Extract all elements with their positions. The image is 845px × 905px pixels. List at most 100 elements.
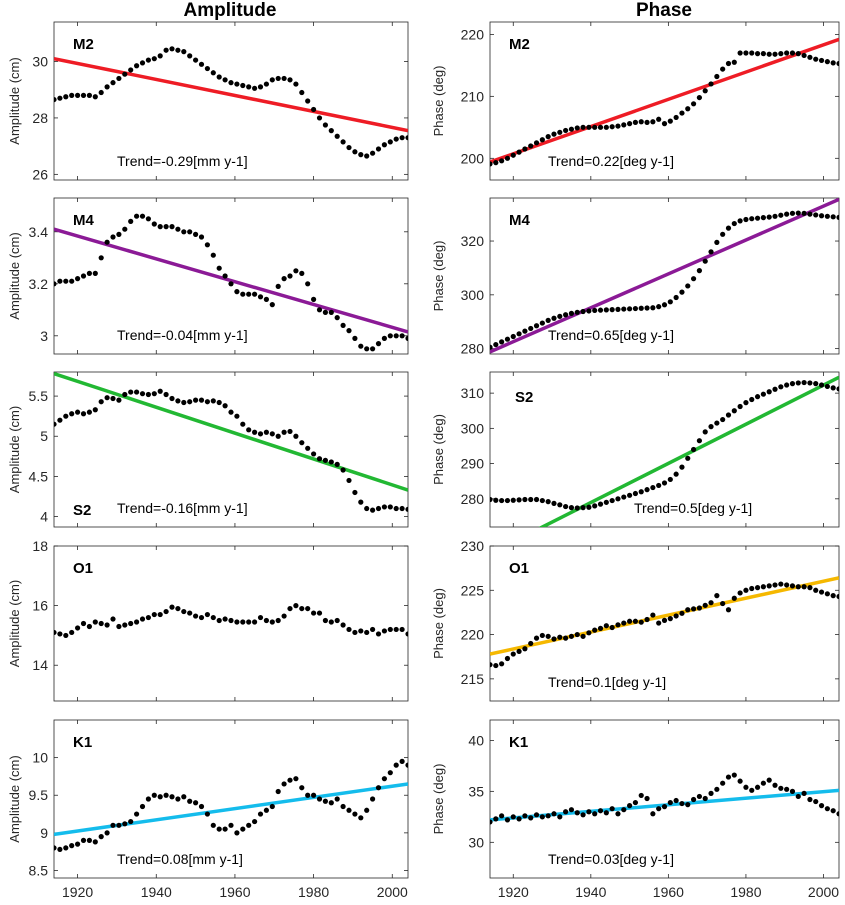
data-point bbox=[80, 273, 87, 279]
data-point bbox=[139, 803, 146, 810]
data-point bbox=[621, 807, 627, 813]
data-point bbox=[63, 278, 69, 284]
data-point bbox=[364, 346, 370, 352]
data-point bbox=[405, 762, 408, 768]
constituent-label: O1 bbox=[509, 560, 529, 577]
constituent-label: K1 bbox=[509, 734, 528, 751]
data-point bbox=[609, 124, 615, 130]
y-axis-label: Amplitude (cm) bbox=[7, 580, 22, 667]
data-point bbox=[234, 830, 240, 836]
data-point bbox=[789, 583, 796, 589]
trend-line bbox=[490, 37, 839, 164]
data-point bbox=[322, 798, 328, 804]
data-point bbox=[551, 315, 557, 321]
data-point bbox=[181, 399, 187, 406]
data-point bbox=[305, 281, 311, 287]
data-point bbox=[299, 440, 305, 446]
data-point bbox=[830, 385, 836, 391]
data-point bbox=[490, 662, 493, 668]
data-points bbox=[490, 50, 839, 167]
data-point bbox=[778, 785, 784, 791]
data-point bbox=[760, 584, 766, 590]
data-point bbox=[743, 216, 749, 223]
data-point bbox=[364, 505, 370, 512]
data-point bbox=[399, 333, 405, 339]
data-point bbox=[574, 505, 580, 511]
data-point bbox=[393, 762, 399, 768]
data-point bbox=[627, 803, 633, 809]
data-points bbox=[54, 388, 408, 513]
data-point bbox=[128, 389, 134, 395]
data-point bbox=[702, 795, 708, 802]
data-point bbox=[592, 811, 598, 817]
data-point bbox=[656, 806, 662, 812]
data-point bbox=[228, 617, 234, 624]
data-point bbox=[54, 629, 57, 636]
data-point bbox=[702, 429, 708, 435]
panel-phase-o1: 215 220 225 230 Phase (deg) O1 Trend=0.1[deg y… bbox=[431, 538, 840, 702]
data-point bbox=[563, 635, 569, 641]
data-point bbox=[563, 809, 569, 815]
data-point bbox=[545, 134, 551, 140]
trend-line bbox=[538, 375, 839, 527]
panel-amplitude-s2: 4 4.5 5 5.5 Amplitude (cm) S2 Trend=-0.16[mm y… bbox=[7, 371, 409, 528]
data-point bbox=[551, 500, 557, 506]
data-point bbox=[293, 776, 299, 782]
data-point bbox=[222, 403, 228, 409]
data-point bbox=[222, 616, 228, 622]
data-point bbox=[263, 617, 269, 624]
data-point bbox=[204, 399, 210, 405]
data-point bbox=[340, 467, 346, 473]
data-point bbox=[216, 399, 222, 406]
data-point bbox=[375, 631, 382, 637]
data-point bbox=[275, 283, 281, 289]
data-point bbox=[801, 379, 807, 386]
data-point bbox=[187, 53, 193, 59]
data-point bbox=[358, 815, 364, 821]
data-point bbox=[615, 622, 621, 628]
data-point bbox=[281, 276, 287, 282]
data-point bbox=[557, 634, 563, 640]
data-point bbox=[580, 505, 586, 511]
data-point bbox=[528, 325, 534, 332]
data-point bbox=[110, 395, 116, 402]
data-point bbox=[551, 131, 557, 137]
y-tick-label: 290 bbox=[461, 456, 485, 472]
data-point bbox=[57, 631, 63, 637]
data-point bbox=[801, 210, 807, 216]
data-point bbox=[210, 70, 216, 76]
data-point bbox=[399, 758, 405, 764]
data-point bbox=[522, 496, 528, 503]
data-point bbox=[86, 270, 92, 276]
data-point bbox=[157, 794, 163, 800]
data-point bbox=[204, 611, 210, 618]
data-point bbox=[836, 214, 839, 220]
data-point bbox=[731, 408, 737, 414]
data-point bbox=[210, 398, 216, 404]
data-point bbox=[381, 504, 387, 510]
data-point bbox=[830, 593, 836, 599]
data-point bbox=[580, 812, 586, 818]
data-point bbox=[246, 291, 252, 297]
data-point bbox=[198, 803, 205, 810]
data-point bbox=[568, 633, 575, 639]
data-point bbox=[789, 788, 796, 794]
data-point bbox=[574, 309, 580, 315]
data-point bbox=[122, 226, 128, 232]
x-tick-label: 1940 bbox=[141, 884, 172, 900]
constituent-label: M4 bbox=[509, 212, 530, 229]
data-point bbox=[493, 662, 499, 669]
data-point bbox=[257, 431, 264, 437]
data-point bbox=[592, 307, 598, 314]
data-point bbox=[615, 306, 621, 312]
data-point bbox=[638, 792, 644, 799]
data-point bbox=[128, 218, 134, 224]
trend-line bbox=[54, 372, 408, 492]
data-point bbox=[743, 784, 749, 790]
data-point bbox=[568, 807, 575, 813]
data-point bbox=[370, 346, 376, 352]
data-point bbox=[795, 380, 801, 386]
data-points bbox=[54, 46, 408, 159]
data-point bbox=[393, 626, 399, 633]
data-point bbox=[364, 153, 370, 159]
